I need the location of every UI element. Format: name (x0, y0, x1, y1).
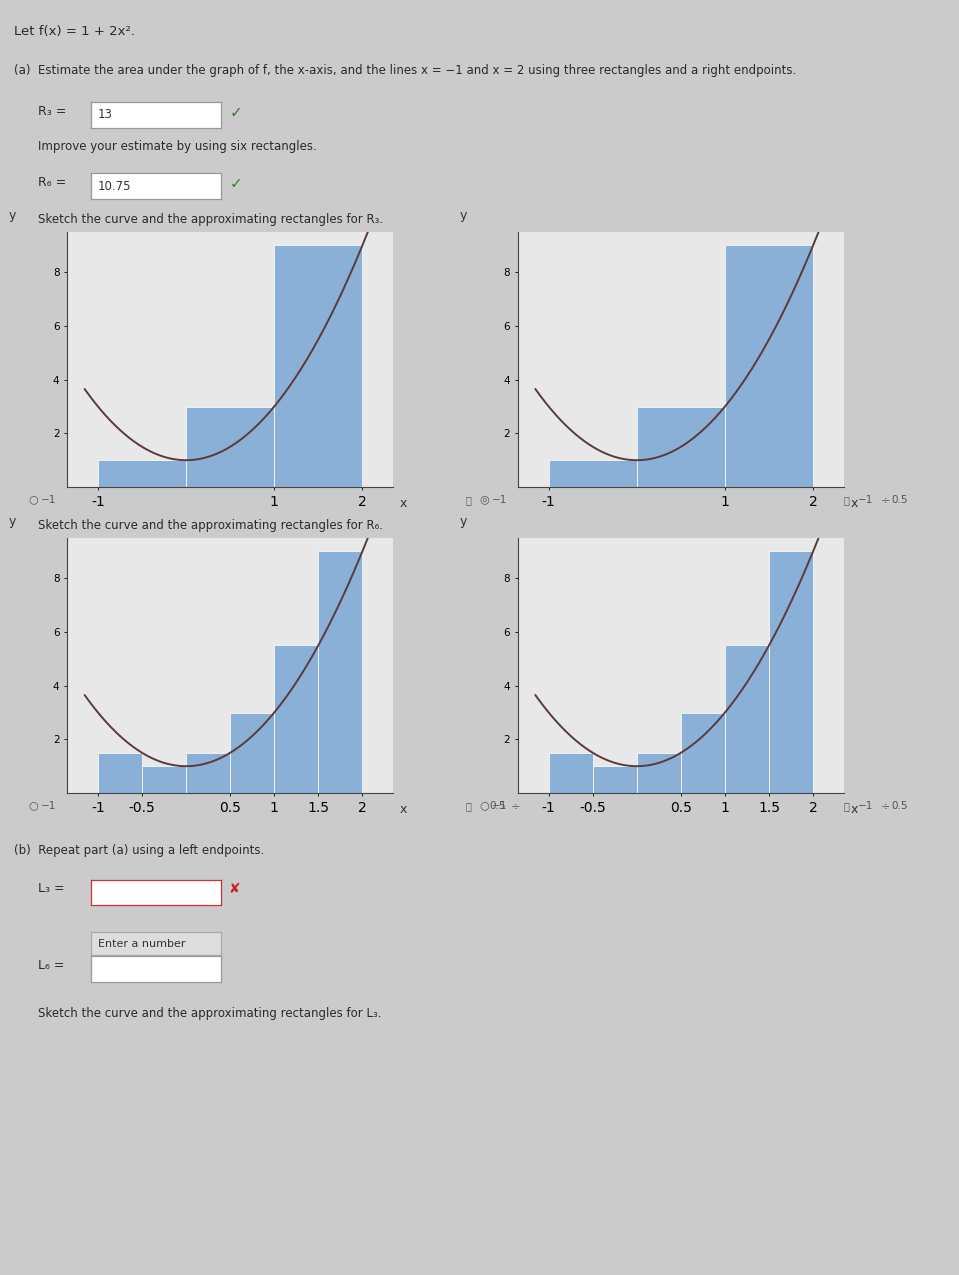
Text: x: x (851, 497, 857, 510)
Text: x: x (851, 803, 857, 816)
Bar (274, 246, 363, 487)
Text: ⓘ: ⓘ (844, 801, 850, 811)
Text: L₆ =: L₆ = (38, 959, 65, 972)
Bar (725, 246, 813, 487)
Text: (a)  Estimate the area under the graph of f, the x-axis, and the lines x = −1 an: (a) Estimate the area under the graph of… (14, 64, 797, 76)
Bar (769, 552, 813, 793)
Text: −1: −1 (858, 495, 874, 505)
Text: x: x (400, 803, 407, 816)
Bar (186, 752, 230, 793)
Bar (549, 460, 637, 487)
Text: y: y (9, 209, 15, 222)
Text: R₃ =: R₃ = (38, 105, 67, 117)
Bar (98, 460, 186, 487)
Text: ÷: ÷ (511, 801, 521, 811)
Text: ÷: ÷ (880, 801, 890, 811)
Bar (549, 752, 593, 793)
Text: ✓: ✓ (230, 176, 243, 191)
Text: 10.75: 10.75 (98, 180, 131, 193)
Text: y: y (459, 515, 466, 528)
Text: 0.5: 0.5 (892, 495, 908, 505)
Text: Sketch the curve and the approximating rectangles for R₆.: Sketch the curve and the approximating r… (38, 519, 384, 532)
Text: −1: −1 (41, 495, 57, 505)
Bar (318, 552, 363, 793)
Text: y: y (459, 209, 466, 222)
Bar (725, 645, 769, 793)
Text: ○: ○ (480, 801, 489, 811)
Text: ✘: ✘ (228, 882, 240, 896)
Bar (142, 766, 186, 793)
Text: ⓘ: ⓘ (465, 495, 471, 505)
Text: 0.5: 0.5 (892, 801, 908, 811)
Text: x: x (400, 497, 407, 510)
Text: ⓘ: ⓘ (844, 495, 850, 505)
Text: ÷: ÷ (880, 495, 890, 505)
Bar (593, 766, 637, 793)
Text: Sketch the curve and the approximating rectangles for R₃.: Sketch the curve and the approximating r… (38, 213, 384, 226)
Text: ○: ○ (29, 495, 38, 505)
Text: −1: −1 (41, 801, 57, 811)
Text: Sketch the curve and the approximating rectangles for L₃.: Sketch the curve and the approximating r… (38, 1007, 382, 1020)
Bar (230, 713, 274, 793)
Bar (274, 645, 318, 793)
Bar (186, 407, 274, 487)
Text: ○: ○ (29, 801, 38, 811)
Text: 13: 13 (98, 108, 112, 121)
Text: ✓: ✓ (230, 105, 243, 120)
Text: R₆ =: R₆ = (38, 176, 66, 189)
Text: −1: −1 (858, 801, 874, 811)
Text: ⓘ: ⓘ (465, 801, 471, 811)
Text: ◎: ◎ (480, 495, 489, 505)
Text: L₃ =: L₃ = (38, 882, 65, 895)
Bar (681, 713, 725, 793)
Bar (637, 407, 725, 487)
Text: Let f(x) = 1 + 2x².: Let f(x) = 1 + 2x². (14, 26, 135, 38)
Text: −1: −1 (492, 495, 507, 505)
Text: −1: −1 (492, 801, 507, 811)
Text: y: y (9, 515, 15, 528)
Text: 0.5: 0.5 (489, 801, 505, 811)
Bar (637, 752, 681, 793)
Bar (98, 752, 142, 793)
Text: Improve your estimate by using six rectangles.: Improve your estimate by using six recta… (38, 140, 317, 153)
Text: (b)  Repeat part (a) using a left endpoints.: (b) Repeat part (a) using a left endpoin… (14, 844, 265, 857)
Text: Enter a number: Enter a number (98, 938, 185, 949)
